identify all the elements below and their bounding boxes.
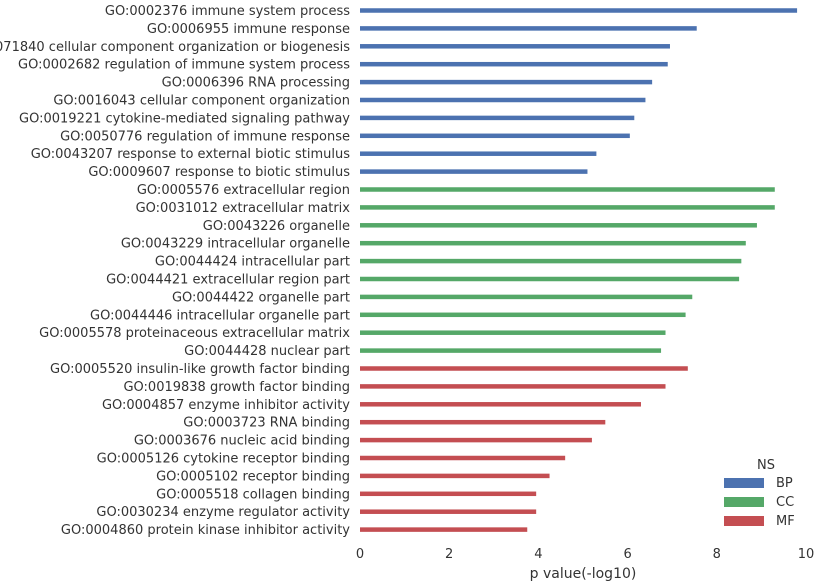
bar (360, 509, 537, 514)
category-label: GO:0016043 cellular component organizati… (53, 94, 350, 109)
bar (360, 151, 597, 156)
bar (360, 455, 566, 461)
bar (360, 366, 688, 371)
category-label: GO:0006955 immune response (147, 22, 350, 37)
x-tick-labels-group: 0 2 4 6 8 10 (356, 547, 814, 562)
bar (360, 97, 646, 103)
bar (360, 437, 592, 443)
bar (360, 419, 606, 425)
bar (360, 527, 528, 532)
bar (360, 187, 775, 192)
category-label: GO:0005578 proteinaceous extracellular m… (39, 326, 350, 341)
category-label: GO:0002376 immune system process (105, 4, 350, 19)
category-label: GO:0031012 extracellular matrix (136, 201, 351, 216)
legend-swatch (724, 497, 764, 507)
category-label: GO:0003676 nucleic acid binding (134, 434, 350, 449)
x-tick-label: 2 (445, 547, 453, 562)
legend-swatch (724, 516, 764, 526)
category-label: GO:0005518 collagen binding (156, 487, 350, 502)
category-label: GO:0044446 intracellular organelle part (90, 308, 350, 323)
bar (360, 312, 686, 318)
category-label: GO:0019221 cytokine-mediated signaling p… (19, 111, 350, 126)
category-label: GO:0044421 extracellular region part (106, 273, 350, 288)
legend-label: MF (776, 514, 795, 529)
bar (360, 169, 588, 174)
bars-group (360, 8, 798, 532)
bar (360, 384, 666, 389)
category-label: GO:0003723 RNA binding (183, 416, 350, 431)
category-label: GO:0044424 intracellular part (155, 255, 350, 270)
legend-title: NS (757, 458, 775, 473)
bar (360, 402, 641, 407)
bar (360, 8, 798, 13)
bar (360, 26, 697, 31)
legend: NS BP CC MF (724, 458, 795, 529)
legend-swatch (724, 478, 764, 488)
category-label: GO:0044428 nuclear part (184, 344, 350, 359)
x-tick-label: 8 (713, 547, 721, 562)
bar (360, 223, 757, 228)
x-tick-label: 4 (534, 547, 542, 562)
bar (360, 115, 635, 121)
category-label: GO:0030234 enzyme regulator activity (96, 505, 350, 520)
x-tick-label: 10 (798, 547, 815, 562)
category-label: GO:0044422 organelle part (172, 290, 350, 305)
category-label: GO:0005520 insulin-like growth factor bi… (50, 362, 350, 377)
bar (360, 61, 668, 67)
category-label: GO:0005126 cytokine receptor binding (97, 452, 350, 467)
bar (360, 205, 775, 210)
bar (360, 44, 670, 49)
category-label: GO:0043229 intracellular organelle (121, 237, 350, 252)
bar (360, 258, 742, 264)
category-label: GO:0004860 protein kinase inhibitor acti… (61, 523, 350, 538)
bar (360, 133, 630, 139)
x-tick-label: 0 (356, 547, 364, 562)
category-label: GO:0071840 cellular component organizati… (0, 40, 350, 55)
bar (360, 79, 653, 85)
category-label: GO:0002682 regulation of immune system p… (18, 58, 350, 73)
bar (360, 240, 746, 246)
category-labels-group: GO:0002376 immune system process GO:00069… (0, 4, 350, 538)
bar (360, 348, 662, 353)
category-label: GO:0005102 receptor binding (156, 469, 350, 484)
x-tick-label: 6 (623, 547, 631, 562)
category-label: GO:0005576 extracellular region (137, 183, 350, 198)
bar (360, 491, 537, 497)
legend-label: CC (776, 495, 794, 510)
bar (360, 294, 693, 300)
bar (360, 473, 550, 479)
category-label: GO:0019838 growth factor binding (123, 380, 350, 395)
x-axis-label: p value(-log10) (530, 566, 637, 582)
category-label: GO:0009607 response to biotic stimulus (88, 165, 350, 180)
bar (360, 276, 740, 282)
category-label: GO:0004857 enzyme inhibitor activity (102, 398, 350, 413)
category-label: GO:0050776 regulation of immune response (60, 129, 350, 144)
legend-label: BP (776, 476, 793, 491)
category-label: GO:0043207 response to external biotic s… (31, 147, 351, 162)
category-label: GO:0043226 organelle (203, 219, 350, 234)
bar (360, 330, 666, 335)
category-label: GO:0006396 RNA processing (162, 76, 350, 91)
